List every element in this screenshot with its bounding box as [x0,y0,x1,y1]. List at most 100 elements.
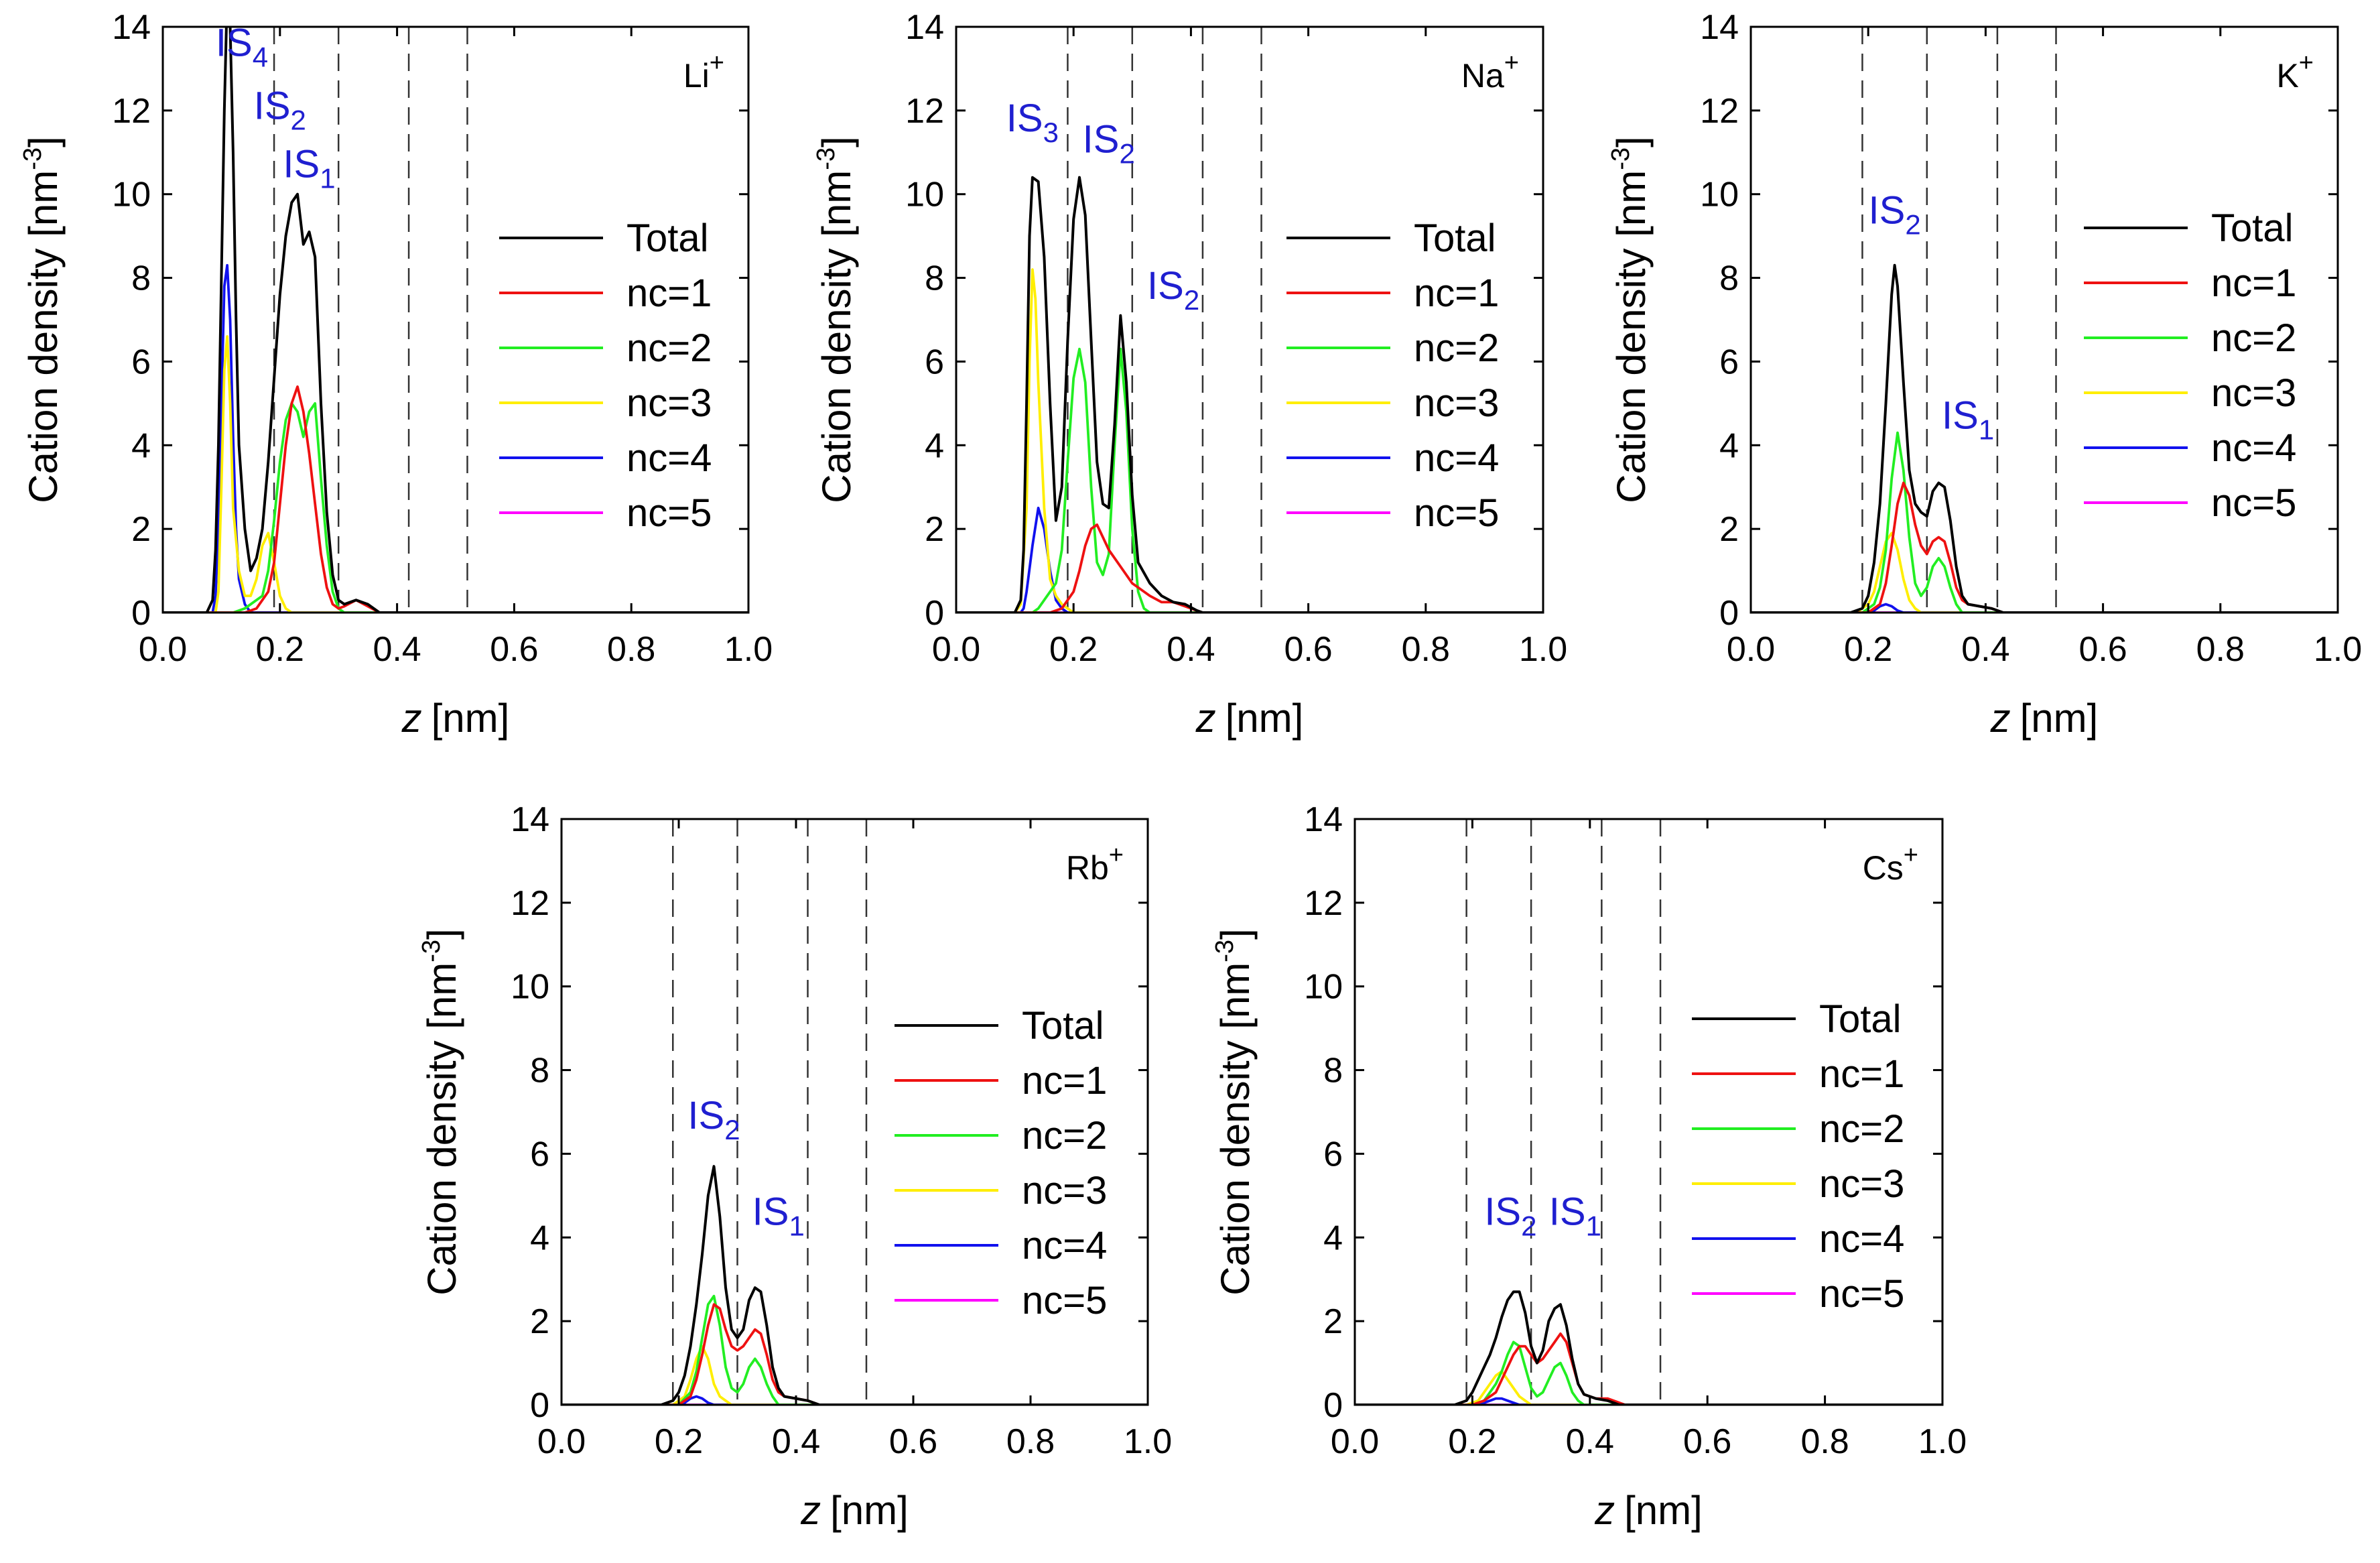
x-tick-label: 0.0 [932,630,980,669]
legend-label: nc=3 [1022,1169,1107,1212]
legend-label: nc=5 [1819,1272,1904,1316]
y-tick-label: 12 [1700,92,1739,131]
site-label-subscript: 2 [1184,284,1199,316]
interaction-site-label: IS2 [1147,264,1199,316]
legend-label: nc=2 [1022,1114,1107,1158]
plot-frame [1353,818,1944,1406]
y-tick-label: 8 [530,1052,549,1090]
y-tick-label: 6 [1719,342,1739,381]
x-tick-label: 0.0 [1727,630,1775,669]
interaction-site-label: IS2 [687,1094,740,1145]
interaction-site-label: IS2 [1484,1190,1536,1242]
legend-label: Total [626,216,709,260]
chart-panel-na: 0 2 4 6 8 10 12 14 0.0 0.2 0.4 0.6 0.8 1.0 z [nm] Cation… [812,8,1567,741]
x-axis-unit: [nm] [432,696,510,741]
y-tick-label: 0 [925,594,944,633]
legend-label: nc=2 [1414,326,1499,370]
y-tick-label: 2 [1323,1302,1343,1341]
series-line-total [1355,1290,1942,1405]
interaction-site-label: IS2 [254,84,306,135]
legend-label: nc=4 [626,436,712,480]
legend-label: nc=5 [2211,481,2296,525]
interaction-site-label: IS2 [1869,188,1921,240]
site-label-base: IS [1006,97,1043,140]
x-tick-label: 1.0 [1519,630,1567,669]
y-tick-label: 10 [511,968,549,1007]
x-axis-label: z [nm] [800,1488,909,1533]
x-tick-label: 0.8 [1402,630,1450,669]
legend-label: nc=1 [1022,1059,1107,1103]
series-line-nc-2 [561,1294,1148,1405]
interaction-site-label: IS1 [1549,1190,1601,1242]
plot-frame [955,25,1544,614]
ion-label: K+ [2276,49,2314,95]
y-axis-label-close: ] [1609,136,1654,147]
legend-label: nc=5 [1414,491,1499,535]
y-tick-label: 12 [905,92,944,131]
x-axis-label: z [nm] [1594,1488,1703,1533]
series-line-nc-1 [956,523,1543,613]
site-label-base: IS [216,21,253,65]
site-label-base: IS [1549,1190,1586,1234]
x-tick-label: 0.6 [889,1422,937,1461]
x-axis-unit: [nm] [2020,696,2099,741]
y-axis-label-text: Cation density [nm [21,170,66,503]
y-tick-label: 4 [131,426,151,465]
legend-label: nc=3 [2211,371,2296,415]
x-axis-label: z [nm] [401,696,510,741]
y-tick-label: 6 [131,342,151,381]
legend-label: Total [1414,216,1496,260]
y-axis-label-text: Cation density [nm [814,170,859,503]
site-label-base: IS [752,1190,789,1234]
y-axis-label-close: ] [21,136,66,147]
y-axis-label: Cation density [nm-3] [19,136,66,503]
y-axis-label-text: Cation density [nm [419,962,464,1296]
y-axis-label-text: Cation density [nm [1213,962,1258,1296]
y-tick-label: 0 [530,1386,549,1425]
y-axis-label: Cation density [nm-3] [1211,928,1258,1295]
site-label-subscript: 4 [253,42,268,73]
legend-label: nc=1 [626,271,712,315]
y-tick-label: 14 [1304,800,1343,839]
x-tick-label: 0.8 [607,630,655,669]
ion-symbol: Na [1461,57,1504,95]
ion-charge: + [1904,841,1918,869]
legend-label: nc=1 [2211,261,2296,305]
plot-frame [161,25,750,614]
legend-label: nc=5 [626,491,712,535]
y-axis-label: Cation density [nm-3] [812,136,859,503]
y-tick-label: 4 [530,1218,549,1257]
y-tick-label: 6 [530,1135,549,1174]
y-tick-label: 8 [1323,1052,1343,1090]
y-tick-label: 2 [530,1302,549,1341]
series-line-nc-4 [163,263,748,613]
interaction-site-label: IS2 [1083,117,1135,169]
x-tick-label: 1.0 [1124,1422,1172,1461]
x-axis-variable: z [1594,1488,1615,1533]
x-axis-unit: [nm] [1624,1488,1703,1533]
site-label-base: IS [687,1094,724,1137]
y-tick-label: 10 [112,176,151,214]
ion-label: Li+ [683,49,724,95]
legend-label: nc=4 [1022,1224,1107,1267]
ion-symbol: Rb [1066,849,1109,887]
site-label-base: IS [1083,117,1120,161]
site-label-subscript: 2 [1905,208,1920,240]
legend-label: Total [1022,1004,1104,1048]
legend-label: nc=3 [626,381,712,425]
y-tick-label: 14 [511,800,549,839]
y-tick-label: 8 [925,259,944,298]
series-line-nc-2 [956,347,1543,613]
plot-frame [560,818,1149,1406]
site-label-base: IS [1869,188,1906,232]
x-tick-label: 0.8 [1006,1422,1055,1461]
series-line-nc-2 [163,402,748,613]
y-axis-label: Cation density [nm-3] [417,928,464,1295]
series-line-total [956,176,1543,613]
site-label-subscript: 2 [291,104,306,135]
site-label-base: IS [1484,1190,1521,1234]
ion-charge: + [2299,49,2314,77]
series-line-nc-3 [163,335,748,613]
